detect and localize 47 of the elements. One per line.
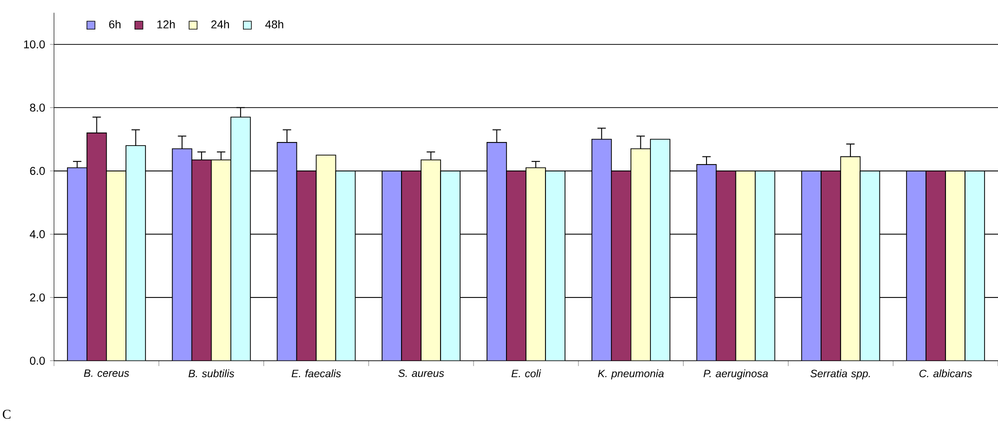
x-tick-label: C. albicans	[919, 369, 972, 378]
bar	[172, 148, 192, 361]
bar	[335, 170, 356, 361]
y-tick-label: 2.0	[30, 293, 45, 302]
x-tick-label: Serratia spp.	[810, 369, 870, 380]
bar	[591, 138, 612, 361]
bar	[840, 156, 861, 361]
bar	[860, 170, 880, 361]
y-tick-label: 6.0	[30, 166, 45, 175]
legend-label: 48h	[265, 20, 284, 28]
x-tick-label: B. subtilis	[188, 369, 234, 378]
bar	[382, 170, 402, 361]
bar	[801, 170, 822, 361]
bar	[754, 170, 776, 361]
x-tick-label: S. aureus	[398, 369, 444, 377]
bar	[276, 142, 298, 361]
bar	[486, 142, 507, 361]
y-tick-label: 0.0	[30, 356, 45, 365]
bar	[526, 167, 546, 361]
bar	[696, 164, 717, 361]
x-tick-label: E. faecalis	[292, 369, 341, 378]
bar	[126, 145, 146, 361]
bar	[650, 138, 670, 361]
x-tick-label: P. aeruginosa	[704, 369, 768, 380]
text: C	[2, 410, 10, 419]
x-tick-label: K. pneumonia	[598, 369, 664, 380]
legend-label: 6h	[109, 20, 120, 28]
bar	[230, 116, 251, 361]
bar	[440, 170, 461, 361]
bar	[735, 170, 756, 361]
bar	[630, 148, 651, 361]
x-tick-label: E. coli	[512, 369, 542, 378]
bar	[210, 159, 232, 361]
bar	[906, 170, 926, 361]
bar	[316, 154, 336, 361]
y-tick-label: 8.0	[30, 104, 45, 112]
y-tick-label: 4.0	[30, 230, 45, 238]
bar	[67, 167, 88, 361]
legend-label: 24h	[211, 20, 229, 28]
bar	[964, 170, 985, 361]
y-tick-label: 10.0	[24, 40, 45, 48]
bar	[545, 170, 566, 361]
bar	[420, 159, 442, 361]
x-tick-label: B. cereus	[84, 369, 130, 377]
legend-label: 12h	[157, 20, 175, 28]
bar	[106, 170, 126, 361]
bar	[945, 170, 966, 361]
